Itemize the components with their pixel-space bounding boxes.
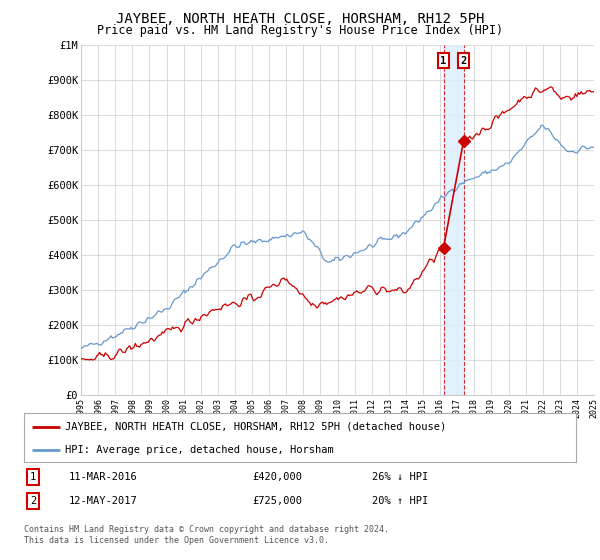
Text: 26% ↓ HPI: 26% ↓ HPI bbox=[372, 472, 428, 482]
Text: Price paid vs. HM Land Registry's House Price Index (HPI): Price paid vs. HM Land Registry's House … bbox=[97, 24, 503, 37]
Text: Contains HM Land Registry data © Crown copyright and database right 2024.
This d: Contains HM Land Registry data © Crown c… bbox=[24, 525, 389, 545]
Text: 2: 2 bbox=[460, 55, 467, 66]
Text: HPI: Average price, detached house, Horsham: HPI: Average price, detached house, Hors… bbox=[65, 445, 334, 455]
Text: £725,000: £725,000 bbox=[252, 496, 302, 506]
Text: 2: 2 bbox=[30, 496, 36, 506]
Text: 1: 1 bbox=[440, 55, 446, 66]
Text: £420,000: £420,000 bbox=[252, 472, 302, 482]
Text: JAYBEE, NORTH HEATH CLOSE, HORSHAM, RH12 5PH (detached house): JAYBEE, NORTH HEATH CLOSE, HORSHAM, RH12… bbox=[65, 422, 446, 432]
Text: 12-MAY-2017: 12-MAY-2017 bbox=[69, 496, 138, 506]
Text: JAYBEE, NORTH HEATH CLOSE, HORSHAM, RH12 5PH: JAYBEE, NORTH HEATH CLOSE, HORSHAM, RH12… bbox=[116, 12, 484, 26]
Text: 1: 1 bbox=[30, 472, 36, 482]
Bar bbox=[443, 45, 464, 395]
Text: 20% ↑ HPI: 20% ↑ HPI bbox=[372, 496, 428, 506]
Text: 11-MAR-2016: 11-MAR-2016 bbox=[69, 472, 138, 482]
